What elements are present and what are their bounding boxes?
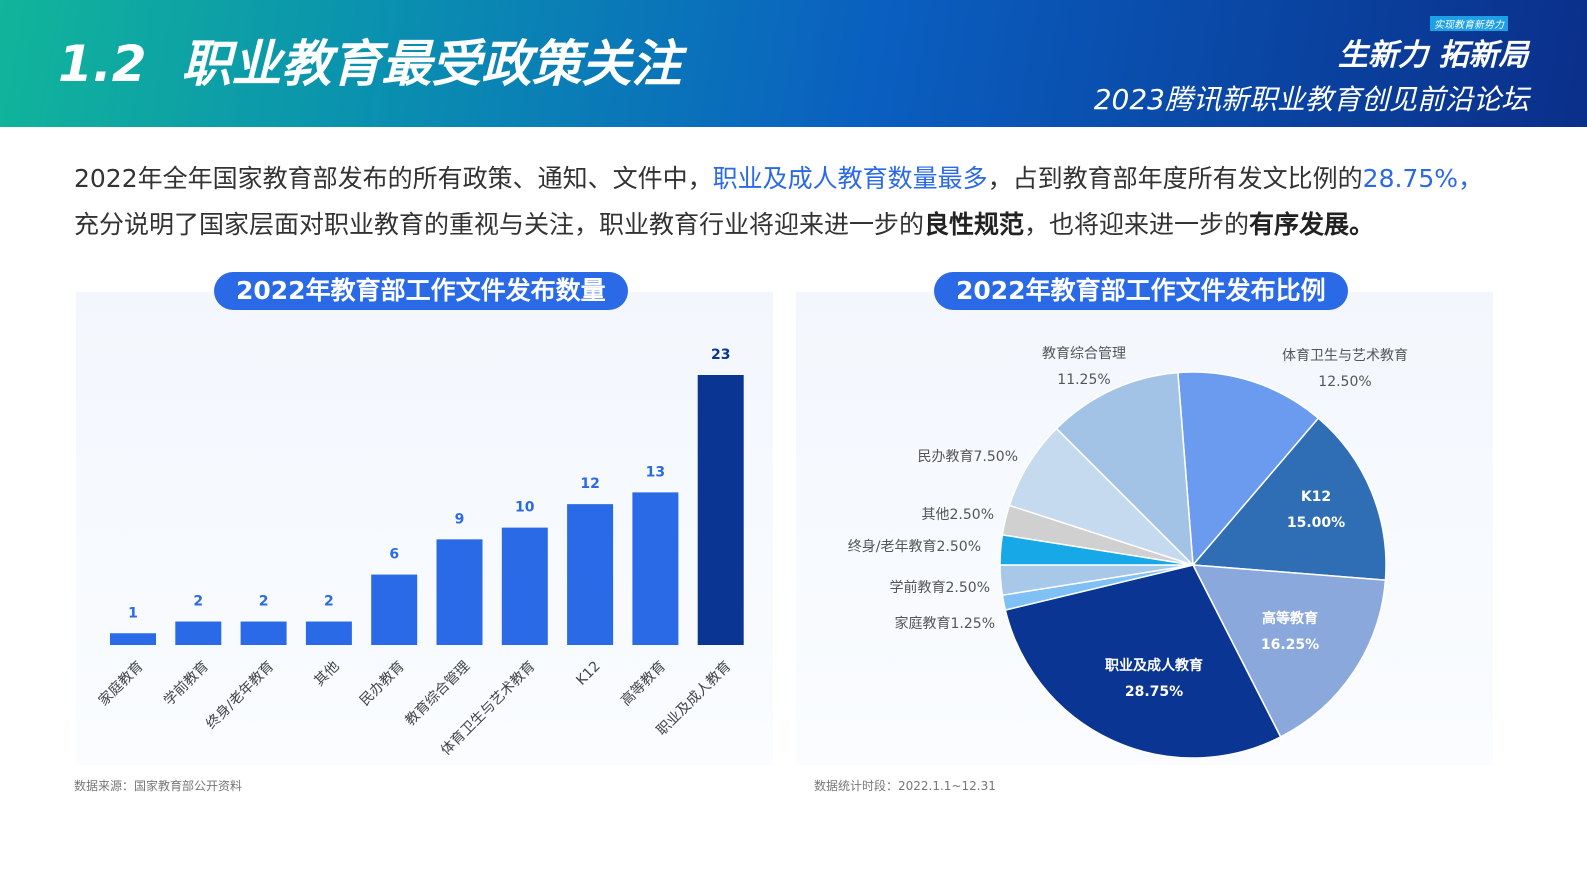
- text: 28.75%，: [1362, 164, 1483, 193]
- value-label: 23: [711, 347, 730, 363]
- bar: [175, 621, 222, 645]
- category-label: 终身/老年教育: [848, 539, 937, 555]
- bar: [436, 539, 483, 645]
- bar: [240, 621, 287, 645]
- bar: [305, 621, 352, 645]
- value-label: 13: [646, 464, 665, 480]
- text: ，也将迎来进一步的: [1024, 210, 1250, 239]
- slice-label: 终身/老年教育2.50%: [848, 539, 981, 555]
- slice-label: 民办教育7.50%: [918, 449, 1018, 465]
- slice-label: 家庭教育1.25%: [895, 615, 995, 632]
- value-label: 12: [580, 476, 599, 492]
- bar: [567, 504, 614, 645]
- value-label: 2: [324, 594, 334, 610]
- bar: [110, 633, 156, 645]
- percent-label: 2.50%: [937, 539, 981, 555]
- pie-slice: [1177, 371, 1320, 567]
- badge: 实现教育新势力: [1430, 16, 1508, 31]
- value-label: 10: [515, 500, 535, 516]
- category-label: 学前教育: [890, 579, 946, 596]
- slice-label: 职业及成人教育 28.75%: [1105, 657, 1203, 700]
- pie-slice: [1055, 371, 1194, 567]
- category-label: 家庭教育: [895, 615, 951, 632]
- text: 职业及成人教育数量最多: [712, 164, 988, 193]
- value-label: 2: [193, 594, 203, 610]
- percent-label: 1.25%: [951, 616, 995, 632]
- category-label: 高等教育: [1262, 610, 1318, 627]
- percent-label: 11.25%: [1057, 372, 1110, 388]
- percent-label: 2.50%: [946, 580, 990, 596]
- text: 充分说明了国家层面对职业教育的重视与关注，职业教育行业将迎来进一步的: [74, 210, 925, 239]
- category-label: 体育卫生与艺术教育: [1282, 348, 1408, 364]
- bar: [697, 375, 744, 645]
- slogan: 生新力 拓新局: [1338, 38, 1529, 73]
- text: ，占到教育部年度所有发文比例的: [987, 164, 1363, 193]
- slice-label: 高等教育 16.25%: [1261, 610, 1319, 653]
- text: 有序发展: [1249, 210, 1350, 239]
- value-label: 2: [259, 594, 269, 610]
- slice-label: K12 15.00%: [1287, 489, 1345, 531]
- category-label: 其他: [922, 507, 950, 523]
- percent-label: 16.25%: [1261, 637, 1319, 653]
- header: 1.2 职业教育最受政策关注 实现教育新势力 生新力 拓新局 2023腾讯新职业…: [0, 0, 1587, 127]
- bar: [371, 574, 418, 645]
- bar: [632, 492, 679, 645]
- slice-label: 体育卫生与艺术教育 12.50%: [1282, 348, 1408, 390]
- value-label: 1: [128, 605, 138, 621]
- percent-label: 28.75%: [1125, 684, 1183, 700]
- text: 良性规范: [924, 210, 1025, 239]
- category-label: K12: [1301, 489, 1331, 505]
- chart-title: 2022年教育部工作文件发布比例: [934, 272, 1348, 310]
- value-label: 6: [389, 547, 399, 563]
- title: 1.2 职业教育最受政策关注: [58, 35, 682, 93]
- percent-label: 2.50%: [950, 507, 994, 523]
- slice-label: 学前教育2.50%: [890, 579, 990, 596]
- category-label: 民办教育: [918, 449, 974, 465]
- pie-slice: [1191, 417, 1387, 581]
- pie-slice: [1191, 564, 1387, 738]
- pie-slice: [1004, 564, 1282, 759]
- source: 数据来源：国家教育部公开资料: [74, 779, 243, 793]
- category-label: 职业及成人教育: [1105, 657, 1203, 674]
- percent-label: 7.50%: [974, 449, 1018, 465]
- chart-title: 2022年教育部工作文件发布数量: [214, 272, 628, 310]
- bar: [501, 527, 548, 645]
- slice-label: 其他2.50%: [922, 507, 994, 523]
- percent-label: 12.50%: [1318, 374, 1371, 390]
- intro: 2022年全年国家教育部发布的所有政策、通知、文件中，职业及成人教育数量最多，占…: [74, 156, 1554, 248]
- value-label: 9: [455, 511, 465, 527]
- source: 数据统计时段：2022.1.1~12.31: [814, 779, 996, 793]
- category-label: 教育综合管理: [1042, 346, 1126, 362]
- slice-label: 教育综合管理 11.25%: [1042, 346, 1126, 388]
- percent-label: 15.00%: [1287, 515, 1345, 531]
- text: 2022年全年国家教育部发布的所有政策、通知、文件中，: [74, 164, 713, 193]
- subtitle: 2023腾讯新职业教育创见前沿论坛: [1093, 83, 1529, 116]
- text: 。: [1349, 210, 1375, 239]
